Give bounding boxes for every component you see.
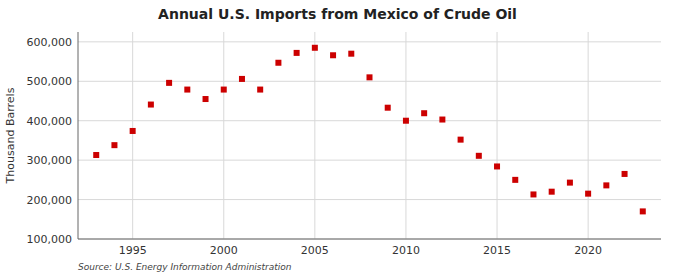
x-grid-line [405,32,406,239]
chart-container: 100,000 200,000 300,000 400,000 500,000 600,0… [0,0,675,275]
y-tick-label: 500,000 [27,75,73,88]
point [367,74,373,80]
y-tick-label: 600,000 [27,36,73,49]
y-tick-label: 100,000 [27,233,73,246]
point [603,182,609,188]
point [385,105,391,111]
y-tick-label: 200,000 [27,194,73,207]
point [622,171,628,177]
y-grid-line [78,41,661,42]
point [184,87,190,93]
x-tick-label: 2010 [392,244,420,257]
point [640,208,646,214]
point [458,137,464,143]
point [221,87,227,93]
x-tick-label: 1995 [119,244,147,257]
x-grid-line [223,32,224,239]
chart-svg: 100,000 200,000 300,000 400,000 500,000 600,0… [0,0,675,275]
point [257,87,263,93]
x-grid-line [314,32,315,239]
point [530,191,536,197]
x-grid-line [588,32,589,239]
point [111,142,117,148]
y-axis-label: Thousand Barrels [4,87,17,184]
x-tick-label: 2005 [301,244,329,257]
title: Annual U.S. Imports from Mexico of Crude… [158,6,517,22]
point [585,191,591,197]
points [93,45,646,215]
x-grid-line [497,32,498,239]
point [330,52,336,58]
point [348,51,354,57]
y-grid-line [78,199,661,200]
point [130,128,136,134]
y-grid-line [78,160,661,161]
point [203,96,209,102]
point [148,102,154,108]
point [403,118,409,124]
point [476,153,482,159]
point [494,163,500,169]
y-axis-line [78,32,79,239]
point [439,117,445,123]
point [512,177,518,183]
point [312,45,318,51]
point [166,80,172,86]
y-grid-line [78,81,661,82]
ticks: 100,000 200,000 300,000 400,000 500,000 600,0… [27,36,603,257]
x-axis-line [78,239,661,240]
grid [78,32,661,239]
point [294,50,300,56]
x-tick-label: 2015 [483,244,511,257]
y-tick-label: 300,000 [27,154,73,167]
x-grid-line [132,32,133,239]
x-tick-label: 2000 [210,244,238,257]
point [239,76,245,82]
point [275,60,281,66]
point [93,152,99,158]
source-note: Source: U.S. Energy Information Administ… [78,262,292,272]
point [567,180,573,186]
y-grid-line [78,239,661,240]
point [549,189,555,195]
point [421,110,427,116]
y-grid-line [78,120,661,121]
x-tick-label: 2020 [574,244,602,257]
y-tick-label: 400,000 [27,115,73,128]
